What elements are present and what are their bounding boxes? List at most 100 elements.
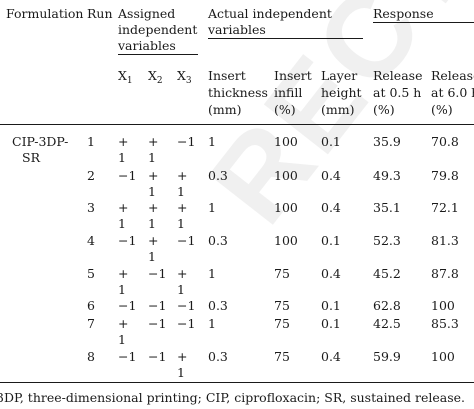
header-release-60-1: Release	[431, 68, 474, 83]
cell-layer: 0.4	[321, 168, 341, 183]
cell-x3-cont: 1	[177, 365, 185, 380]
header-thickness-1: Insert	[208, 68, 246, 83]
cell-release-05: 45.2	[373, 266, 401, 281]
cell-x2: −1	[148, 266, 167, 281]
cell-x1: +	[118, 134, 129, 149]
cell-thickness: 0.3	[208, 233, 228, 248]
cell-release-60: 79.8	[431, 168, 459, 183]
cell-x2: −1	[148, 349, 167, 364]
cell-x2-cont: 1	[148, 184, 156, 199]
cell-layer: 0.1	[321, 134, 341, 149]
cell-infill: 75	[274, 298, 290, 313]
cell-x1: −1	[118, 233, 137, 248]
cell-run: 3	[87, 200, 95, 215]
cell-x2-cont: 1	[148, 216, 156, 231]
header-release-60-2: at 6.0 h	[431, 85, 474, 100]
rule-response	[373, 22, 474, 23]
cell-release-05: 62.8	[373, 298, 401, 313]
cell-infill: 100	[274, 200, 298, 215]
cell-x1: +	[118, 266, 129, 281]
header-release-05-2: at 0.5 h	[373, 85, 422, 100]
header-layer-2: height	[321, 85, 362, 100]
cell-release-60: 100	[431, 298, 455, 313]
cell-x2: −1	[148, 316, 167, 331]
cell-x3: +	[177, 168, 188, 183]
cell-run: 8	[87, 349, 95, 364]
cell-run: 5	[87, 266, 95, 281]
cell-run: 4	[87, 233, 95, 248]
cell-layer: 0.1	[321, 233, 341, 248]
header-infill-3: (%)	[274, 102, 296, 117]
header-layer-3: (mm)	[321, 102, 355, 117]
cell-layer: 0.1	[321, 298, 341, 313]
cell-infill: 75	[274, 349, 290, 364]
header-infill-1: Insert	[274, 68, 312, 83]
cell-x2: +	[148, 168, 159, 183]
cell-release-60: 85.3	[431, 316, 459, 331]
header-thickness-3: (mm)	[208, 102, 242, 117]
cell-release-05: 52.3	[373, 233, 401, 248]
header-x1: X1	[118, 68, 133, 86]
cell-thickness: 1	[208, 266, 216, 281]
cell-release-05: 42.5	[373, 316, 401, 331]
cell-thickness: 0.3	[208, 349, 228, 364]
cell-x3: −1	[177, 134, 196, 149]
cell-release-60: 100	[431, 349, 455, 364]
cell-x1: +	[118, 316, 129, 331]
cell-infill: 100	[274, 134, 298, 149]
cell-x3: +	[177, 349, 188, 364]
cell-release-05: 35.9	[373, 134, 401, 149]
header-actual-2: variables	[208, 22, 266, 37]
header-bottom-rule	[0, 124, 474, 125]
formulation-line-1: CIP-3DP-	[12, 134, 69, 149]
cell-run: 6	[87, 298, 95, 313]
header-layer-1: Layer	[321, 68, 358, 83]
cell-thickness: 1	[208, 316, 216, 331]
cell-x3-cont: 1	[177, 184, 185, 199]
cell-x1-cont: 1	[118, 332, 126, 347]
cell-release-60: 72.1	[431, 200, 459, 215]
cell-run: 7	[87, 316, 95, 331]
cell-infill: 75	[274, 316, 290, 331]
header-thickness-2: thickness	[208, 85, 268, 100]
header-release-60-3: (%)	[431, 102, 453, 117]
rule-assigned	[118, 54, 198, 55]
header-infill-2: infill	[274, 85, 303, 100]
cell-x3-cont: 1	[177, 216, 185, 231]
cell-x2: −1	[148, 298, 167, 313]
footnote: 3DP, three-dimensional printing; CIP, ci…	[0, 390, 465, 405]
cell-thickness: 0.3	[208, 298, 228, 313]
cell-run: 2	[87, 168, 95, 183]
cell-release-05: 49.3	[373, 168, 401, 183]
cell-x2-cont: 1	[148, 150, 156, 165]
cell-x3-cont: 1	[177, 282, 185, 297]
cell-layer: 0.4	[321, 200, 341, 215]
cell-x1: −1	[118, 168, 137, 183]
cell-x3: +	[177, 266, 188, 281]
cell-x2: +	[148, 200, 159, 215]
header-formulation: Formulation	[6, 6, 84, 21]
cell-release-60: 87.8	[431, 266, 459, 281]
cell-x2-cont: 1	[148, 249, 156, 264]
cell-x1-cont: 1	[118, 282, 126, 297]
header-release-05-3: (%)	[373, 102, 395, 117]
cell-layer: 0.4	[321, 349, 341, 364]
cell-run: 1	[87, 134, 95, 149]
cell-thickness: 1	[208, 134, 216, 149]
header-response: Response	[373, 6, 434, 21]
cell-x3: −1	[177, 233, 196, 248]
formulation-line-2: SR	[22, 150, 40, 165]
table-bottom-rule	[0, 382, 474, 383]
cell-infill: 100	[274, 233, 298, 248]
header-assigned-1: Assigned	[118, 6, 176, 21]
cell-x1: −1	[118, 298, 137, 313]
cell-x3: −1	[177, 316, 196, 331]
header-run: Run	[87, 6, 113, 21]
cell-x3: −1	[177, 298, 196, 313]
cell-release-60: 70.8	[431, 134, 459, 149]
cell-release-60: 81.3	[431, 233, 459, 248]
header-assigned-3: variables	[118, 38, 176, 53]
rule-actual	[208, 38, 363, 39]
cell-x3: +	[177, 200, 188, 215]
cell-x2: +	[148, 233, 159, 248]
